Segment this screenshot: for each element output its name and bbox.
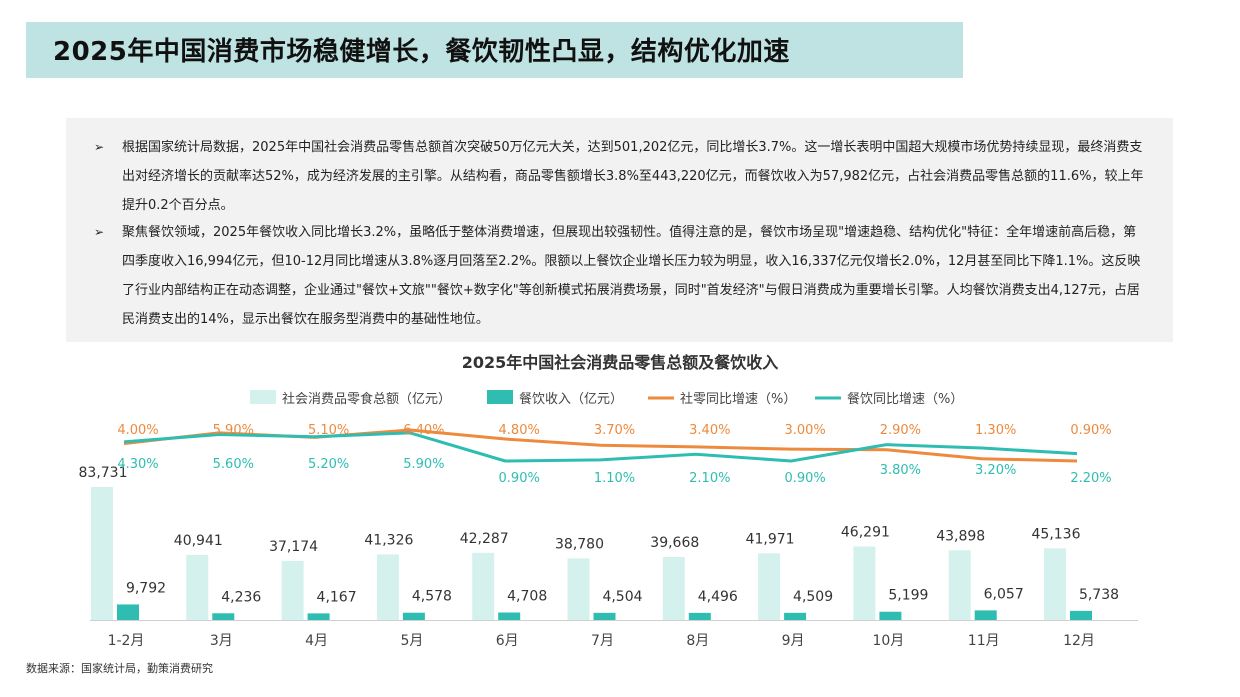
bar-retail-total <box>758 553 781 620</box>
data-label-catering-revenue: 4,504 <box>602 589 642 605</box>
bar-catering-revenue <box>307 613 330 620</box>
x-tick-label: 1-2月 <box>108 633 145 649</box>
data-label-retail-growth: 5.10% <box>308 423 349 438</box>
x-tick-label: 8月 <box>686 633 709 649</box>
bar-retail-total <box>186 554 209 620</box>
x-tick-label: 6月 <box>496 633 519 649</box>
data-label-retail-total: 37,174 <box>269 539 318 555</box>
bar-catering-revenue <box>974 610 997 620</box>
x-tick-label: 4月 <box>305 633 328 649</box>
x-tick-label: 7月 <box>591 633 614 649</box>
bar-retail-total <box>567 558 590 620</box>
bar-retail-total <box>281 560 304 620</box>
data-label-retail-growth: 3.40% <box>689 423 730 438</box>
data-source-note: 数据来源：国家统计局，勤策消费研究 <box>26 662 213 675</box>
legend-retail-growth-label: 社零同比增速（%） <box>680 391 796 407</box>
data-label-retail-total: 40,941 <box>174 533 223 549</box>
data-label-catering-revenue: 5,738 <box>1079 587 1119 603</box>
data-label-retail-growth: 5.90% <box>213 423 254 438</box>
data-label-catering-growth: 4.30% <box>117 457 158 472</box>
bar-catering-revenue <box>498 612 521 620</box>
bar-catering-revenue <box>784 612 807 620</box>
data-label-catering-growth: 2.20% <box>1070 471 1111 486</box>
summary-text-2: 聚焦餐饮领域，2025年餐饮收入同比增长3.2%，虽略低于整体消费增速，但展现出… <box>122 225 1141 327</box>
data-label-retail-growth: 1.30% <box>975 423 1016 438</box>
data-label-retail-total: 43,898 <box>936 528 985 544</box>
bar-catering-revenue <box>402 612 425 620</box>
bar-retail-total <box>948 550 971 620</box>
bar-retail-total <box>1044 548 1066 620</box>
bar-retail-total <box>376 554 399 620</box>
title-banner: 2025年中国消费市场稳健增长，餐饮韧性凸显，结构优化加速 <box>26 22 963 78</box>
bar-catering-revenue <box>879 611 902 620</box>
data-label-retail-total: 41,971 <box>746 531 795 547</box>
x-tick-label: 10月 <box>872 633 904 649</box>
bar-retail-total <box>91 487 113 620</box>
bar-retail-total <box>662 556 685 620</box>
data-label-retail-total: 45,136 <box>1032 526 1081 542</box>
bar-catering-revenue <box>1070 610 1092 620</box>
data-label-catering-growth: 5.60% <box>213 457 254 472</box>
data-label-catering-growth: 0.90% <box>499 471 540 486</box>
data-label-catering-growth: 1.10% <box>594 471 635 486</box>
summary-text-1: 根据国家统计局数据，2025年中国社会消费品零售总额首次突破50万亿元大关，达到… <box>122 140 1144 213</box>
x-tick-label: 9月 <box>782 633 805 649</box>
data-label-catering-growth: 5.90% <box>403 457 444 472</box>
x-tick-label: 12月 <box>1063 633 1095 649</box>
bar-catering-revenue <box>688 612 711 620</box>
data-label-retail-total: 38,780 <box>555 536 604 552</box>
bar-catering-revenue <box>117 604 139 620</box>
data-label-retail-growth: 6.40% <box>403 423 444 438</box>
data-label-retail-total: 41,326 <box>364 532 413 548</box>
data-label-retail-growth: 2.90% <box>880 423 921 438</box>
legend-catering-revenue-swatch <box>487 390 513 404</box>
data-label-catering-growth: 5.20% <box>308 457 349 472</box>
bar-retail-total <box>472 552 495 620</box>
page-title: 2025年中国消费市场稳健增长，餐饮韧性凸显，结构优化加速 <box>53 37 790 67</box>
data-label-retail-total: 46,291 <box>841 524 890 540</box>
legend-catering-growth-label: 餐饮同比增速（%） <box>847 391 963 407</box>
legend-retail-total-label: 社会消费品零食总额（亿元） <box>282 391 451 407</box>
data-label-catering-revenue: 9,792 <box>126 580 166 596</box>
data-label-retail-growth: 3.00% <box>784 423 825 438</box>
bar-retail-total <box>853 546 876 620</box>
bar-catering-revenue <box>593 612 616 620</box>
data-label-catering-revenue: 4,708 <box>507 589 547 605</box>
data-label-retail-growth: 0.90% <box>1070 423 1111 438</box>
legend-catering-revenue-label: 餐饮收入（亿元） <box>519 391 623 407</box>
data-label-retail-growth: 3.70% <box>594 423 635 438</box>
data-label-catering-revenue: 4,578 <box>412 589 452 605</box>
chart-title: 2025年中国社会消费品零售总额及餐饮收入 <box>461 353 779 372</box>
data-label-catering-growth: 3.80% <box>880 463 921 478</box>
line-catering-growth <box>123 431 1078 463</box>
data-label-catering-revenue: 5,199 <box>888 588 928 604</box>
data-label-retail-growth: 4.00% <box>117 423 158 438</box>
data-label-catering-revenue: 4,509 <box>793 589 833 605</box>
x-tick-label: 5月 <box>400 633 423 649</box>
summary-paragraph-2: ➢ 聚焦餐饮领域，2025年餐饮收入同比增长3.2%，虽略低于整体消费增速，但展… <box>94 218 1146 334</box>
legend-retail-total-swatch <box>250 390 276 404</box>
x-tick-label: 3月 <box>210 633 233 649</box>
data-label-retail-total: 42,287 <box>460 531 509 547</box>
summary-box: ➢ 根据国家统计局数据，2025年中国社会消费品零售总额首次突破50万亿元大关，… <box>66 118 1173 342</box>
summary-paragraph-1: ➢ 根据国家统计局数据，2025年中国社会消费品零售总额首次突破50万亿元大关，… <box>94 133 1146 220</box>
bullet-arrow-icon: ➢ <box>94 140 105 154</box>
data-label-catering-revenue: 4,236 <box>221 589 261 605</box>
data-label-retail-total: 39,668 <box>650 535 699 551</box>
data-label-retail-total: 83,731 <box>79 465 128 481</box>
data-label-catering-revenue: 6,057 <box>984 586 1024 602</box>
bar-catering-revenue <box>212 613 235 620</box>
data-label-catering-revenue: 4,496 <box>698 589 738 605</box>
data-label-catering-growth: 3.20% <box>975 463 1016 478</box>
bullet-arrow-icon: ➢ <box>94 225 105 239</box>
x-tick-label: 11月 <box>968 633 1000 649</box>
data-label-catering-growth: 2.10% <box>689 471 730 486</box>
data-label-catering-growth: 0.90% <box>784 471 825 486</box>
data-label-catering-revenue: 4,167 <box>317 589 357 605</box>
data-label-retail-growth: 4.80% <box>499 423 540 438</box>
